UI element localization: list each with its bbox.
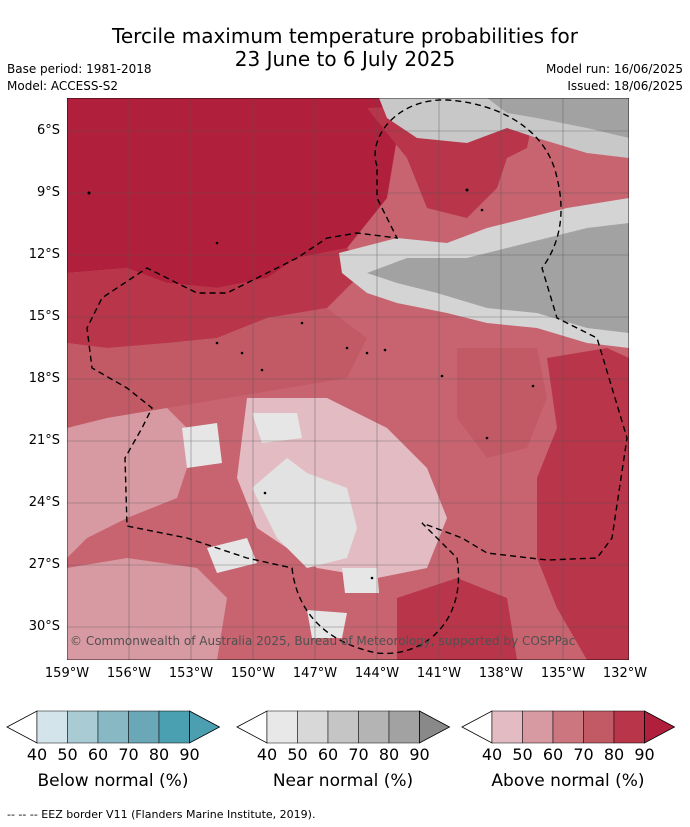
colorbar-near-tick: 40 xyxy=(256,745,278,764)
colorbar-below-tick: 40 xyxy=(26,745,48,764)
colorbar-label-near: Near normal (%) xyxy=(272,771,414,791)
region-above-80 xyxy=(67,248,367,348)
colorbar-label-below: Below normal (%) xyxy=(37,771,189,791)
colorbar-below-min-extend xyxy=(6,710,38,744)
lat-label: 24°S xyxy=(28,495,60,510)
lon-label: 159°W xyxy=(44,666,90,681)
map-gridlines xyxy=(67,98,629,660)
colorbar-near-tick: 70 xyxy=(348,745,369,764)
colorbar-label-above: Above normal (%) xyxy=(491,771,645,791)
colorbars-svg xyxy=(6,710,676,744)
map-svg xyxy=(66,97,630,661)
colorbar-above-tick: 70 xyxy=(573,745,594,764)
region-near-50-s xyxy=(252,458,357,568)
region-above-70 xyxy=(67,308,367,428)
colorbar-below-tick: 90 xyxy=(179,745,200,764)
region-near-40-w xyxy=(182,423,222,468)
colorbar-near-segment xyxy=(297,710,329,744)
lat-label: 15°S xyxy=(28,309,60,324)
colorbar-above-max-extend xyxy=(644,710,676,744)
lon-label: 153°W xyxy=(168,666,214,681)
colorbar-below-segment xyxy=(36,710,68,744)
colorbar-below-max-extend xyxy=(189,710,221,744)
colorbar-below-tick: 60 xyxy=(87,745,109,764)
region-near-80-mid xyxy=(367,223,629,333)
lat-label: 18°S xyxy=(28,371,60,386)
lon-label: 135°W xyxy=(540,666,586,681)
model-name: Model: ACCESS-S2 xyxy=(7,79,119,93)
lat-label: 12°S xyxy=(28,247,60,262)
lat-label: 30°S xyxy=(28,619,60,634)
colorbar-near-segment xyxy=(266,710,298,744)
island-markers xyxy=(87,188,535,580)
colorbar-below-tick: 70 xyxy=(118,745,139,764)
colorbar-below-tick: 80 xyxy=(148,745,170,764)
colorbar-near-tick: 80 xyxy=(378,745,400,764)
chart-title-line1: Tercile maximum temperature probabilitie… xyxy=(112,24,578,48)
chart-title-line2: 23 June to 6 July 2025 xyxy=(234,47,456,71)
colorbar-above-segment xyxy=(552,710,584,744)
lon-label: 138°W xyxy=(478,666,524,681)
region-above-40-sw xyxy=(67,408,197,558)
colorbar-near-tick: 90 xyxy=(409,745,430,764)
lon-label: 144°W xyxy=(354,666,400,681)
colorbar-above-tick: 90 xyxy=(634,745,655,764)
region-above-70-mid xyxy=(457,348,547,458)
colorbar-near-tick: 50 xyxy=(287,745,308,764)
model-run: Model run: 16/06/2025 xyxy=(545,62,683,76)
region-near-80-ne xyxy=(487,98,629,138)
probability-map xyxy=(66,97,630,661)
colorbar-above-segment xyxy=(613,710,645,744)
lon-label: 132°W xyxy=(602,666,648,681)
colorbar-near-max-extend xyxy=(419,710,451,744)
colorbar-near-segment xyxy=(358,710,390,744)
colorbar-above-segment xyxy=(522,710,554,744)
colorbar-above-segment xyxy=(491,710,523,744)
lon-label: 147°W xyxy=(292,666,338,681)
eez-border xyxy=(86,99,628,655)
colorbar-above-tick: 60 xyxy=(542,745,564,764)
region-above-80-se xyxy=(397,578,517,660)
colorbar-near-segment xyxy=(388,710,420,744)
colorbar-above-segment xyxy=(583,710,615,744)
eez-footnote: -- -- -- EEZ border V11 (Flanders Marine… xyxy=(7,808,316,821)
lon-label: 141°W xyxy=(416,666,462,681)
region-near-40-s2 xyxy=(342,568,379,593)
colorbar-below-segment xyxy=(97,710,129,744)
lon-label: 156°W xyxy=(106,666,152,681)
issued-date: Issued: 18/06/2025 xyxy=(567,79,683,93)
colorbar-below-segment xyxy=(67,710,99,744)
region-near-40-s3 xyxy=(307,610,347,638)
colorbar-below-segment xyxy=(158,710,190,744)
colorbar-near-tick: 60 xyxy=(317,745,339,764)
colorbar-above-tick: 50 xyxy=(512,745,533,764)
colorbar-near-segment xyxy=(327,710,359,744)
colorbar-above-tick: 80 xyxy=(603,745,625,764)
lat-label: 27°S xyxy=(28,557,60,572)
region-near-40-s xyxy=(207,538,257,573)
lat-label: 9°S xyxy=(36,185,60,200)
lat-label: 6°S xyxy=(36,123,60,138)
colorbar-above-min-extend xyxy=(461,710,493,744)
copyright-notice: © Commonwealth of Australia 2025, Bureau… xyxy=(70,634,576,648)
lon-label: 150°W xyxy=(230,666,276,681)
colorbar-above-tick: 40 xyxy=(481,745,503,764)
colorbar-below-tick: 50 xyxy=(57,745,78,764)
colorbar-below-segment xyxy=(128,710,160,744)
colorbar-near-min-extend xyxy=(236,710,268,744)
region-near-40-c xyxy=(252,413,302,443)
region-above-80-e xyxy=(537,348,629,660)
base-period: Base period: 1981-2018 xyxy=(7,62,152,76)
region-above-50-s xyxy=(67,558,227,660)
lat-label: 21°S xyxy=(28,433,60,448)
